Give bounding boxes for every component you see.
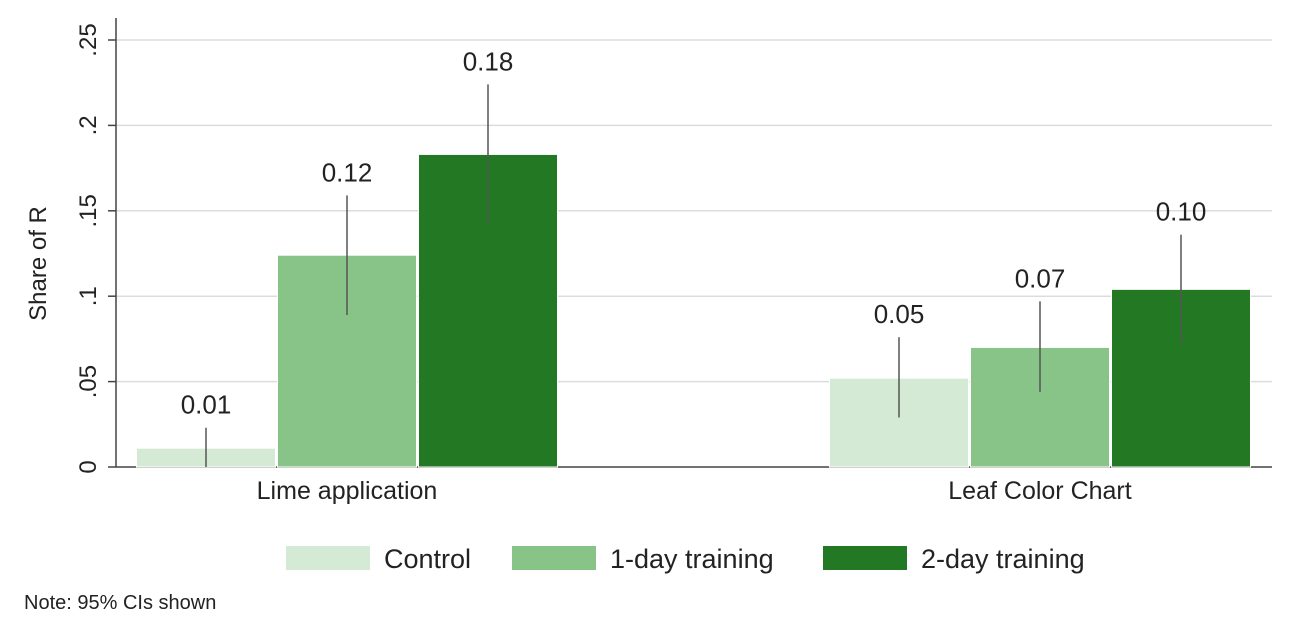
data-label: 0.05: [874, 299, 925, 329]
data-label: 0.07: [1015, 263, 1066, 293]
legend-label: 2-day training: [921, 544, 1085, 574]
data-label: 0.12: [322, 157, 373, 187]
x-tick-label: Leaf Color Chart: [948, 477, 1131, 505]
legend-swatch: [512, 546, 596, 570]
y-tick-label: .1: [75, 286, 102, 306]
y-tick-label: .2: [75, 115, 102, 135]
data-label: 0.10: [1156, 197, 1207, 227]
x-tick-label: Lime application: [257, 477, 438, 505]
legend-swatch: [286, 546, 370, 570]
y-tick-label: .05: [75, 365, 102, 398]
legend-swatch: [823, 546, 907, 570]
chart-note: Note: 95% CIs shown: [24, 592, 217, 614]
y-tick-label: 0: [75, 460, 102, 473]
legend-label: Control: [384, 544, 471, 574]
y-tick-label: .25: [75, 23, 102, 56]
y-tick-label: .15: [75, 194, 102, 227]
data-label: 0.01: [181, 390, 232, 420]
legend-label: 1-day training: [610, 544, 774, 574]
y-axis-title: Share of R: [25, 206, 52, 321]
data-label: 0.18: [463, 46, 514, 76]
